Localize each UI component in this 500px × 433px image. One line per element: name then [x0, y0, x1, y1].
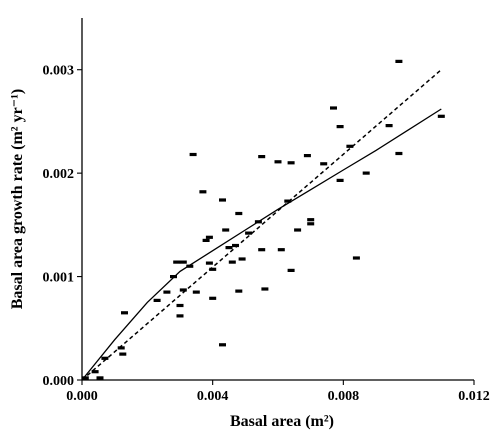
x-tick-label: 0.012: [458, 389, 490, 404]
data-point: [222, 228, 230, 232]
x-axis-ticks: 0.000 0.004 0.008 0.012: [66, 380, 490, 404]
data-point: [336, 125, 344, 129]
data-point: [219, 198, 226, 202]
data-point: [205, 261, 213, 265]
data-point: [232, 243, 239, 248]
data-point: [346, 144, 354, 148]
data-point: [179, 260, 187, 264]
data-point: [205, 235, 213, 239]
y-axis-title: Basal area growth rate (m² yr⁻¹): [9, 89, 26, 310]
solid-fit-line: [81, 108, 442, 381]
data-point: [254, 220, 262, 224]
data-point: [294, 228, 302, 232]
data-point: [307, 218, 315, 222]
x-tick-label: 0.000: [66, 389, 98, 404]
data-point: [209, 296, 217, 300]
data-point: [96, 376, 104, 380]
data-point: [179, 288, 187, 292]
y-tick-label: 0.000: [43, 374, 75, 389]
data-point: [81, 376, 89, 380]
data-point: [209, 267, 217, 271]
data-point: [101, 356, 109, 360]
data-point: [235, 289, 243, 293]
y-tick-label: 0.002: [43, 167, 75, 182]
y-tick-label: 0.003: [43, 64, 75, 79]
x-axis-title: Basal area (m²): [230, 413, 334, 430]
data-point: [173, 260, 181, 264]
data-point: [258, 155, 266, 159]
data-point: [121, 311, 128, 315]
data-point: [303, 154, 311, 158]
x-tick-label: 0.004: [197, 389, 229, 404]
data-point: [170, 275, 177, 279]
data-point: [225, 246, 233, 250]
data-point: [287, 161, 295, 165]
data-point: [176, 303, 184, 308]
dashed-fit-line: [81, 69, 442, 381]
data-point: [202, 238, 210, 242]
x-tick-label: 0.008: [328, 389, 360, 404]
data-point: [192, 290, 200, 294]
axes: [81, 18, 474, 381]
data-point: [330, 106, 337, 110]
data-point: [352, 256, 360, 260]
data-point: [307, 222, 315, 226]
y-axis-ticks: 0.000 0.001 0.002 0.003: [43, 64, 82, 389]
data-point: [385, 124, 393, 128]
data-point: [186, 264, 194, 268]
data-point: [238, 257, 246, 261]
data-point: [91, 370, 99, 374]
data-point: [163, 290, 171, 294]
data-point: [153, 298, 161, 302]
data-point: [261, 287, 269, 291]
data-point: [119, 352, 127, 356]
data-point: [320, 162, 328, 166]
fit-lines: [81, 69, 442, 381]
data-point: [228, 260, 236, 264]
data-point: [258, 248, 266, 252]
data-point: [277, 248, 285, 252]
data-point: [117, 346, 125, 350]
data-point: [437, 114, 445, 118]
data-point: [189, 152, 197, 157]
data-point: [274, 160, 282, 164]
data-point: [176, 314, 184, 318]
y-tick-label: 0.001: [43, 271, 75, 286]
data-point: [362, 171, 370, 175]
data-point: [395, 59, 403, 63]
data-point: [245, 231, 253, 235]
data-points: [81, 59, 445, 380]
data-point: [284, 199, 292, 203]
data-point: [287, 268, 295, 272]
data-point: [219, 343, 226, 347]
data-point: [336, 178, 344, 182]
data-point: [199, 190, 207, 194]
data-point: [235, 211, 243, 216]
data-point: [395, 151, 403, 156]
